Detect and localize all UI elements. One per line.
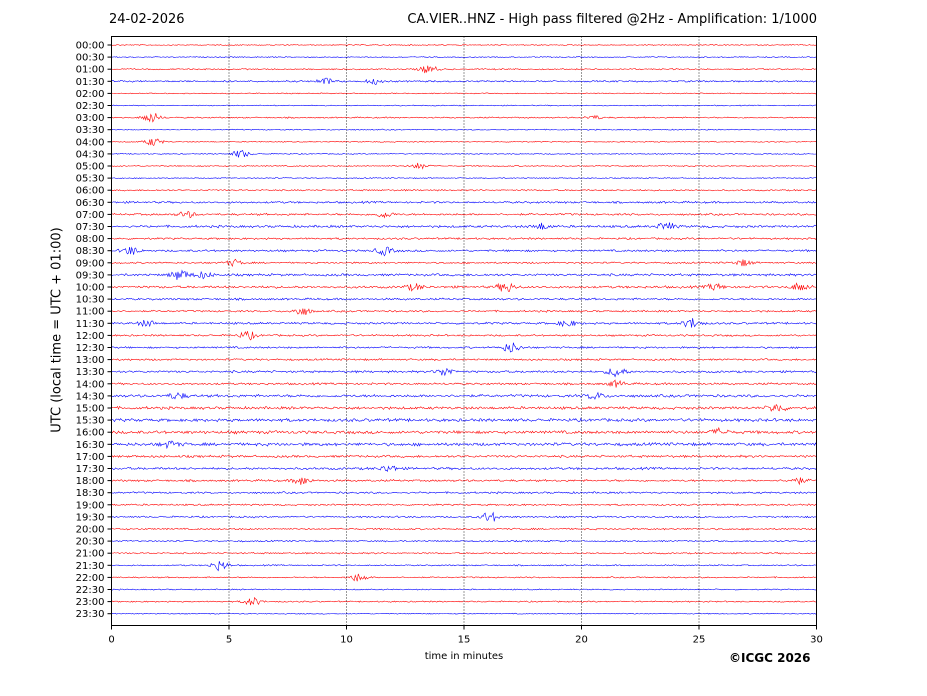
y-tick-label: 06:00 — [76, 186, 105, 197]
y-tick-label: 17:30 — [76, 464, 105, 475]
y-tick-label: 16:00 — [76, 428, 105, 439]
y-tick-label: 07:00 — [76, 210, 105, 221]
trace-row-1330 — [111, 367, 817, 378]
x-tick-label: 20 — [575, 635, 588, 646]
y-tick-label: 21:30 — [76, 561, 105, 572]
x-tick-label: 5 — [226, 635, 232, 646]
y-tick-label: 22:30 — [76, 585, 105, 596]
y-tick-label: 18:30 — [76, 488, 105, 499]
y-tick-label: 00:30 — [76, 53, 105, 64]
y-tick-label: 03:00 — [76, 113, 105, 124]
y-tick-label: 02:00 — [76, 89, 105, 100]
y-tick-label: 16:30 — [76, 440, 105, 451]
chart-title: CA.VIER..HNZ - High pass filtered @2Hz -… — [407, 12, 817, 27]
trace-row-1300 — [111, 358, 817, 362]
trace-row-1030 — [111, 297, 817, 301]
y-tick-label: 04:00 — [76, 137, 105, 148]
trace-row-0130 — [111, 77, 817, 85]
y-tick-label: 01:30 — [76, 77, 105, 88]
y-tick-label: 20:00 — [76, 525, 105, 536]
vertical-gridlines — [228, 36, 700, 626]
trace-row-0100 — [111, 65, 817, 74]
y-tick-label: 10:00 — [76, 283, 105, 294]
y-tick-label: 09:30 — [76, 270, 105, 281]
trace-row-1000 — [111, 282, 817, 292]
y-tick-label: 10:30 — [76, 295, 105, 306]
y-tick-label: 23:00 — [76, 597, 105, 608]
y-axis-label: UTC (local time = UTC + 01:00) — [49, 227, 65, 433]
y-tick-label: 08:30 — [76, 246, 105, 257]
y-tick-label: 13:00 — [76, 355, 105, 366]
y-tick-label: 12:00 — [76, 331, 105, 342]
y-tick-label: 04:30 — [76, 149, 105, 160]
x-tick-label: 25 — [693, 635, 706, 646]
y-tick-label: 18:00 — [76, 476, 105, 487]
x-tick-label: 15 — [458, 635, 471, 646]
y-tick-label: 01:00 — [76, 65, 105, 76]
y-tick-label: 19:30 — [76, 512, 105, 523]
y-tick-label: 13:30 — [76, 367, 105, 378]
y-tick-label: 15:00 — [76, 404, 105, 415]
date-label: 24-02-2026 — [109, 12, 185, 27]
x-tick-label: 0 — [108, 635, 114, 646]
trace-row-1630 — [111, 440, 817, 450]
y-tick-label: 20:30 — [76, 537, 105, 548]
trace-row-1230 — [111, 342, 817, 353]
x-tick-label: 10 — [340, 635, 353, 646]
y-tick-label: 12:30 — [76, 343, 105, 354]
trace-row-0000 — [111, 44, 817, 46]
y-tick-label: 09:00 — [76, 258, 105, 269]
y-tick-label: 00:00 — [76, 41, 105, 52]
trace-row-1500 — [111, 403, 817, 412]
y-tick-label: 22:00 — [76, 573, 105, 584]
y-tick-label: 19:00 — [76, 500, 105, 511]
trace-row-0800 — [111, 236, 817, 241]
trace-row-1130 — [111, 318, 817, 328]
y-tick-labels: 00:0000:3001:0001:3002:0002:3003:0003:30… — [76, 41, 112, 620]
y-tick-label: 07:30 — [76, 222, 105, 233]
y-tick-label: 02:30 — [76, 101, 105, 112]
y-tick-label: 15:30 — [76, 416, 105, 427]
y-tick-label: 14:00 — [76, 379, 105, 390]
y-tick-label: 05:30 — [76, 174, 105, 185]
y-tick-label: 17:00 — [76, 452, 105, 463]
x-tick-labels: 0 5 10 15 20 25 30 — [108, 625, 823, 646]
trace-row-0030 — [111, 56, 817, 59]
y-tick-label: 11:30 — [76, 319, 105, 330]
y-tick-label: 11:00 — [76, 307, 105, 318]
x-axis-label: time in minutes — [424, 651, 504, 662]
trace-row-1100 — [111, 308, 817, 315]
x-tick-label: 30 — [810, 635, 823, 646]
y-tick-label: 08:00 — [76, 234, 105, 245]
trace-row-0930 — [111, 269, 817, 281]
trace-row-1530 — [111, 417, 817, 423]
y-tick-label: 06:30 — [76, 198, 105, 209]
y-tick-label: 03:30 — [76, 125, 105, 136]
trace-row-2130 — [111, 561, 817, 572]
y-tick-label: 05:00 — [76, 162, 105, 173]
trace-row-1400 — [111, 379, 817, 388]
y-tick-label: 21:00 — [76, 549, 105, 560]
y-tick-label: 23:30 — [76, 609, 105, 620]
trace-row-0830 — [111, 246, 817, 257]
y-tick-label: 14:30 — [76, 391, 105, 402]
trace-row-1200 — [111, 331, 817, 341]
copyright-credit: ©ICGC 2026 — [729, 651, 811, 665]
